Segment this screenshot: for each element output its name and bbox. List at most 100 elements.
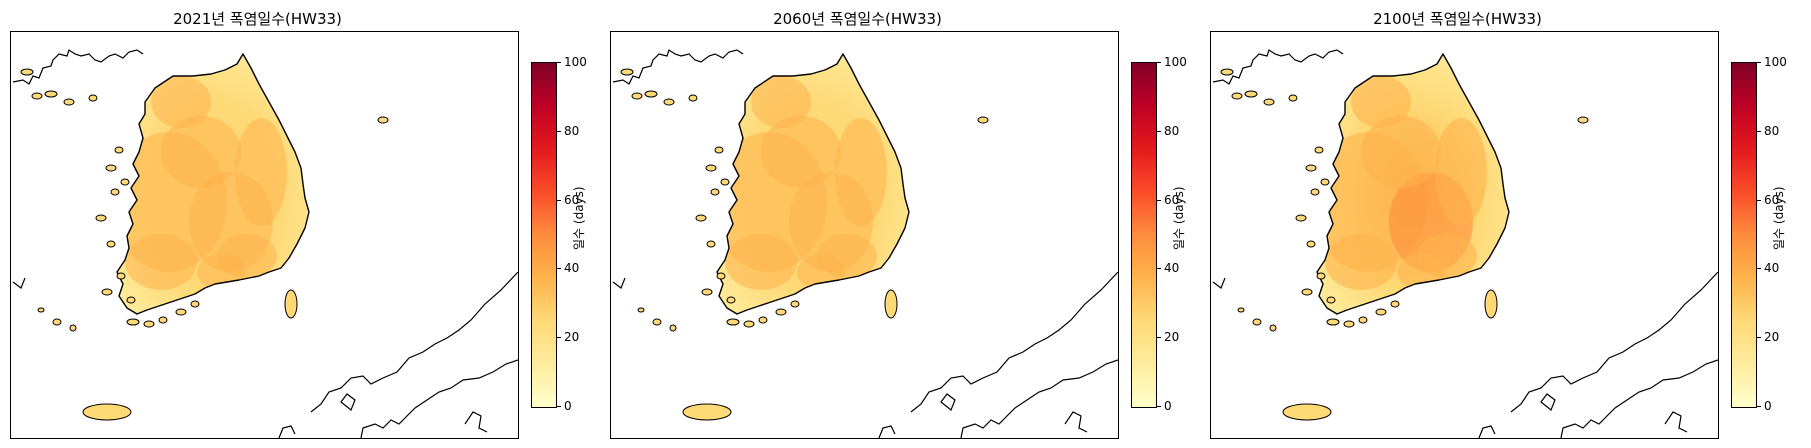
- island: [1358, 316, 1368, 324]
- coastline: [464, 411, 488, 433]
- panel-title: 2100년 폭염일수(HW33): [1373, 10, 1542, 28]
- island: [1288, 94, 1298, 102]
- colorbar-tick: [1156, 268, 1161, 269]
- island: [1220, 68, 1234, 76]
- coastline: [612, 277, 626, 289]
- island: [1282, 403, 1332, 421]
- colorbar: [1731, 62, 1757, 408]
- island: [52, 318, 62, 326]
- colorbar-tick-label: 60: [1164, 193, 1180, 207]
- colorbar-tick: [1156, 200, 1161, 201]
- island: [1306, 240, 1316, 248]
- coastline: [612, 49, 744, 85]
- colorbar-tick: [1156, 131, 1161, 132]
- heat-patches: [117, 76, 287, 290]
- island: [1314, 146, 1324, 154]
- island: [790, 300, 800, 308]
- island: [710, 188, 720, 196]
- island: [743, 320, 755, 328]
- colorbar-tick: [1756, 406, 1761, 407]
- heat-patch: [751, 76, 811, 128]
- island: [701, 288, 713, 296]
- korea-heatwave-map: [612, 49, 1118, 438]
- coastline: [310, 271, 518, 413]
- island: [110, 188, 120, 196]
- map-panel-2100: 2100년 폭염일수(HW33) 0 20 40 60 80 100 일수 (d…: [1200, 0, 1790, 448]
- island: [1252, 318, 1262, 326]
- island: [190, 300, 200, 308]
- island: [706, 240, 716, 248]
- island: [884, 289, 898, 319]
- heat-patch: [235, 118, 287, 226]
- island: [143, 320, 155, 328]
- island: [720, 178, 730, 186]
- island: [88, 94, 98, 102]
- colorbar-tick: [1156, 62, 1161, 63]
- colorbar-tick-label: 80: [564, 124, 580, 138]
- coastline: [12, 49, 144, 85]
- island: [1237, 307, 1245, 313]
- colorbar-label: 일수 (days): [1172, 186, 1186, 250]
- island: [82, 403, 132, 421]
- colorbar-tick: [1756, 62, 1761, 63]
- island: [1343, 320, 1355, 328]
- heat-patch: [1351, 76, 1411, 128]
- colorbar-tick: [1156, 406, 1161, 407]
- colorbar-tick: [556, 268, 561, 269]
- island: [1295, 214, 1307, 222]
- coastline: [1212, 49, 1344, 85]
- mainland-coastline: [116, 53, 310, 315]
- coastline: [360, 359, 518, 438]
- coastline: [940, 393, 956, 411]
- heat-patch: [761, 116, 841, 188]
- heat-patch: [125, 234, 197, 290]
- island: [1484, 289, 1498, 319]
- island: [726, 296, 736, 304]
- coastline: [1540, 393, 1556, 411]
- map-frame: [1210, 31, 1719, 439]
- island: [116, 272, 126, 280]
- heat-patches: [717, 76, 887, 290]
- coastline: [878, 425, 896, 438]
- mainland-coastline: [1316, 53, 1510, 315]
- map-frame: [610, 31, 1119, 439]
- island: [652, 318, 662, 326]
- island: [758, 316, 768, 324]
- map-panel-2021: 2021년 폭염일수(HW33) 0 20 40 60 80 100 일수 (d…: [0, 0, 590, 448]
- panel-title: 2021년 폭염일수(HW33): [173, 10, 342, 28]
- coastline: [1664, 411, 1688, 433]
- colorbar-tick-label: 20: [1764, 330, 1780, 344]
- colorbar-tick-label: 0: [1764, 399, 1772, 413]
- map-panel-2060: 2060년 폭염일수(HW33) 0 20 40 60 80 100 일수 (d…: [600, 0, 1190, 448]
- island: [1244, 90, 1258, 98]
- colorbar-tick: [1756, 200, 1761, 201]
- island: [644, 90, 658, 98]
- coastline: [278, 425, 296, 438]
- colorbar: [1131, 62, 1157, 408]
- island: [1390, 300, 1400, 308]
- colorbar-label: 일수 (days): [572, 186, 586, 250]
- island: [631, 92, 643, 100]
- colorbar-tick: [1156, 337, 1161, 338]
- island: [1577, 116, 1589, 124]
- island: [95, 214, 107, 222]
- coastline: [1478, 425, 1496, 438]
- island: [284, 289, 298, 319]
- island: [977, 116, 989, 124]
- heat-patch: [197, 254, 245, 290]
- island: [105, 164, 117, 172]
- island: [69, 324, 77, 332]
- colorbar-tick: [556, 200, 561, 201]
- island: [114, 146, 124, 154]
- island: [44, 90, 58, 98]
- korea-heatwave-map: [1212, 49, 1718, 438]
- island: [1269, 324, 1277, 332]
- coastline: [910, 271, 1118, 413]
- island: [377, 116, 389, 124]
- heat-patch: [725, 234, 797, 290]
- colorbar-tick-label: 0: [564, 399, 572, 413]
- colorbar-tick-label: 60: [564, 193, 580, 207]
- island: [101, 288, 113, 296]
- colorbar-tick: [556, 337, 561, 338]
- heat-patch: [1325, 234, 1397, 290]
